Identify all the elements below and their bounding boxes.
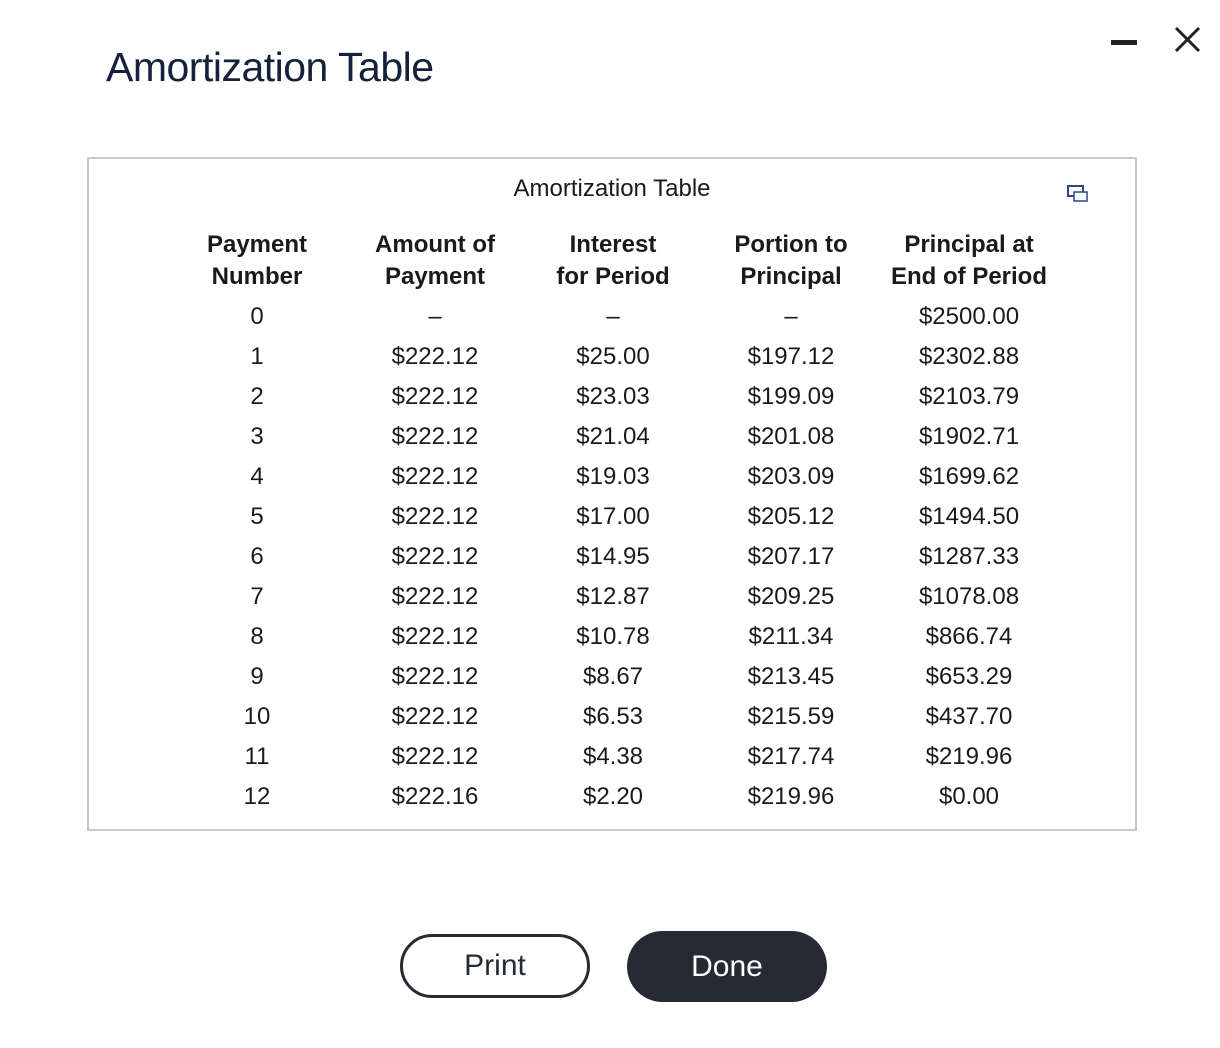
print-button[interactable]: Print bbox=[400, 934, 590, 998]
table-cell: $222.12 bbox=[391, 623, 479, 650]
column-header: for Period bbox=[556, 263, 670, 290]
column-header: Number bbox=[211, 263, 303, 290]
table-cell: $12.87 bbox=[576, 583, 650, 610]
table-cell: $222.16 bbox=[391, 783, 479, 810]
column-header: Payment bbox=[206, 231, 308, 258]
table-cell: $213.45 bbox=[747, 663, 835, 690]
table-cell: $197.12 bbox=[747, 343, 835, 370]
table-cell: $201.08 bbox=[747, 423, 835, 450]
table-cell: $222.12 bbox=[391, 423, 479, 450]
window-controls bbox=[1111, 26, 1201, 53]
table-cell: $21.04 bbox=[576, 423, 650, 450]
column-header: Portion to bbox=[734, 231, 848, 258]
table-cell: $222.12 bbox=[391, 503, 479, 530]
table-cell: $14.95 bbox=[576, 543, 650, 570]
table-cell: $219.96 bbox=[747, 783, 835, 810]
table-cell: $0.00 bbox=[938, 783, 1000, 810]
table-cell: $866.74 bbox=[925, 623, 1013, 650]
table-cell: $1287.33 bbox=[918, 543, 1020, 570]
table-cell: 8 bbox=[250, 623, 264, 650]
table-cell: 0 bbox=[250, 303, 264, 330]
table-cell: $653.29 bbox=[925, 663, 1013, 690]
table-cell: $2.20 bbox=[582, 783, 644, 810]
column-header: Interest bbox=[569, 231, 657, 258]
table-cell: $219.96 bbox=[925, 743, 1013, 770]
table-cell: $23.03 bbox=[576, 383, 650, 410]
column-header: Principal at bbox=[904, 231, 1034, 258]
table-cell: – bbox=[784, 303, 798, 330]
table-cell: $203.09 bbox=[747, 463, 835, 490]
table-cell: $10.78 bbox=[576, 623, 650, 650]
close-button[interactable] bbox=[1174, 26, 1201, 53]
table-cell: 5 bbox=[250, 503, 264, 530]
table-cell: $222.12 bbox=[391, 343, 479, 370]
table-cell: $17.00 bbox=[576, 503, 650, 530]
table-caption: Amortization Table bbox=[513, 175, 711, 202]
table-cell: $222.12 bbox=[391, 663, 479, 690]
table-cell: 9 bbox=[250, 663, 264, 690]
table-cell: $2103.79 bbox=[918, 383, 1020, 410]
table-cell: 2 bbox=[250, 383, 264, 410]
table-cell: $8.67 bbox=[582, 663, 644, 690]
table-panel: Amortization Table Payment Number Amount o… bbox=[87, 157, 1137, 831]
window-title: Amortization Table bbox=[106, 44, 434, 90]
table-cell: $222.12 bbox=[391, 463, 479, 490]
table-cell: $211.34 bbox=[748, 623, 834, 650]
table-cell: $2302.88 bbox=[918, 343, 1020, 370]
table-cell: $25.00 bbox=[576, 343, 650, 370]
table-cell: $205.12 bbox=[747, 503, 835, 530]
column-header: Payment bbox=[384, 263, 486, 290]
table-cell: $19.03 bbox=[576, 463, 650, 490]
column-header: End of Period bbox=[891, 263, 1047, 290]
table-cell: $2500.00 bbox=[918, 303, 1020, 330]
table-cell: $209.25 bbox=[747, 583, 835, 610]
table-cell: $1699.62 bbox=[918, 463, 1020, 490]
table-cell: 10 bbox=[243, 703, 271, 730]
table-cell: – bbox=[606, 303, 620, 330]
table-cell: $222.12 bbox=[391, 743, 479, 770]
table-cell: 11 bbox=[244, 743, 270, 770]
table-cell: 6 bbox=[250, 543, 264, 570]
table-cell: $222.12 bbox=[391, 543, 479, 570]
table-cell: $1494.50 bbox=[918, 503, 1020, 530]
table-cell: $437.70 bbox=[925, 703, 1013, 730]
table-cell: $222.12 bbox=[391, 583, 479, 610]
table-cell: 12 bbox=[243, 783, 271, 810]
table-cell: 1 bbox=[250, 343, 264, 370]
table-cell: 3 bbox=[250, 423, 264, 450]
column-header: Amount of bbox=[375, 231, 495, 258]
table-cell: $222.12 bbox=[391, 703, 479, 730]
table-cell: $199.09 bbox=[747, 383, 835, 410]
table-cell: $207.17 bbox=[747, 543, 835, 570]
done-button[interactable]: Done bbox=[627, 931, 827, 1002]
table-cell: $215.59 bbox=[747, 703, 835, 730]
table-cell: $1902.71 bbox=[918, 423, 1020, 450]
expand-icon[interactable] bbox=[1066, 183, 1090, 203]
table-cell: 7 bbox=[250, 583, 264, 610]
table-cell: $222.12 bbox=[391, 383, 479, 410]
table-cell: $4.38 bbox=[582, 743, 644, 770]
table-cell: – bbox=[428, 303, 442, 330]
column-header: Principal bbox=[740, 263, 842, 290]
minimize-button[interactable] bbox=[1111, 40, 1137, 45]
table-cell: $1078.08 bbox=[918, 583, 1020, 610]
table-cell: $217.74 bbox=[747, 743, 835, 770]
table-cell: $6.53 bbox=[582, 703, 644, 730]
table-cell: 4 bbox=[250, 463, 264, 490]
